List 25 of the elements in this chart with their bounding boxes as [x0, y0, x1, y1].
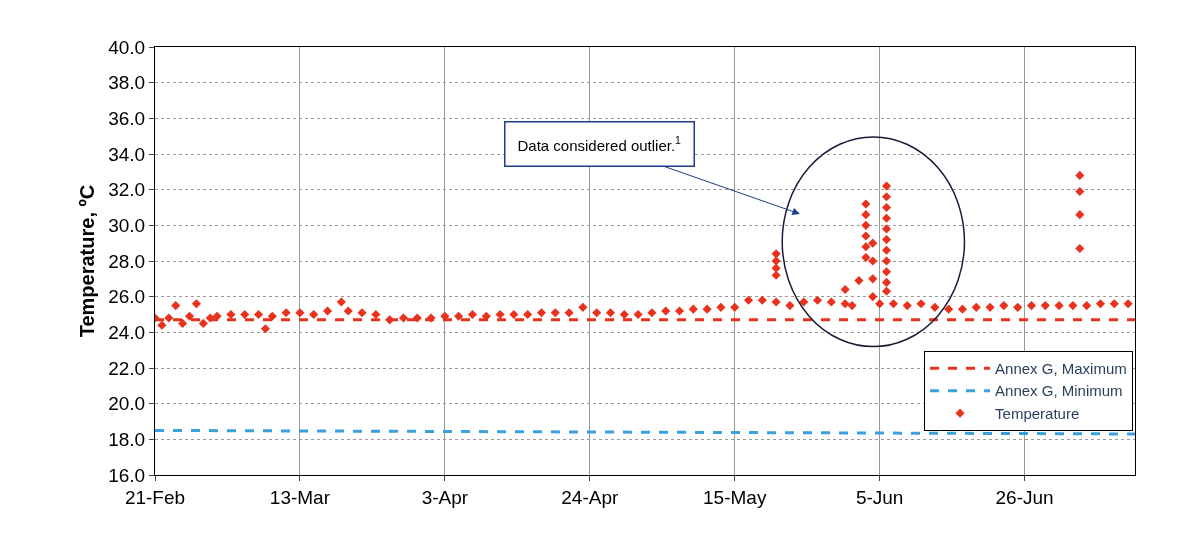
y-tick-label: 18.0 [108, 428, 146, 450]
y-tick-label: 40.0 [108, 36, 146, 58]
y-tick-label: 38.0 [108, 72, 146, 94]
x-tick-label: 15-May [703, 486, 767, 508]
y-axis-title: Temperature, ºC [75, 184, 98, 338]
legend-label: Annex G, Maximum [995, 359, 1127, 377]
y-tick-label: 28.0 [108, 250, 146, 272]
legend-label: Temperature [995, 404, 1080, 422]
y-tick-label: 36.0 [108, 107, 146, 129]
y-tick-label: 26.0 [108, 286, 146, 308]
legend-label: Annex G, Minimum [995, 382, 1123, 400]
y-tick-label: 20.0 [108, 393, 146, 415]
y-tick-label: 32.0 [108, 179, 146, 201]
y-tick-label: 34.0 [108, 143, 146, 165]
y-tick-label: 22.0 [108, 357, 146, 379]
y-tick-label: 30.0 [108, 214, 146, 236]
x-tick-label: 26-Jun [995, 486, 1054, 508]
x-tick-label: 21-Feb [124, 486, 186, 508]
x-tick-label: 13-Mar [269, 486, 331, 508]
y-tick-label: 16.0 [108, 464, 146, 486]
annotation: Data considered outlier.$^{1}$ [517, 134, 682, 154]
x-tick-label: 5-Jun [855, 486, 904, 508]
y-tick-label: 24.0 [108, 321, 146, 343]
x-tick-label: 24-Apr [561, 486, 619, 508]
x-tick-label: 3-Apr [421, 486, 469, 508]
